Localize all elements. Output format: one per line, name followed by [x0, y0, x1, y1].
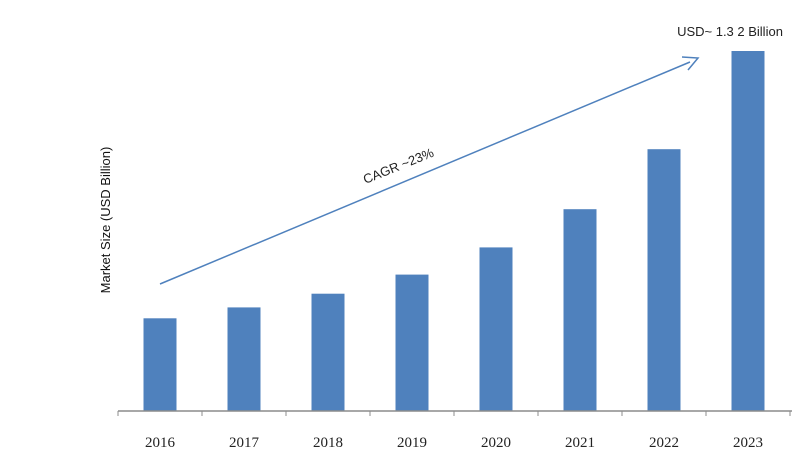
bar-2023 [731, 51, 765, 411]
bar-2021 [563, 209, 597, 411]
bars-group [143, 51, 765, 411]
cagr-arrow [159, 56, 700, 285]
bar-2022 [647, 149, 681, 411]
bar-2019 [395, 274, 429, 411]
x-tick-2022: 2022 [649, 435, 679, 451]
x-tick-2020: 2020 [481, 435, 511, 451]
x-tick-2018: 2018 [313, 435, 343, 451]
cagr-arrow-line [159, 61, 691, 285]
x-tick-2021: 2021 [565, 435, 595, 451]
bar-2018 [311, 293, 345, 411]
bar-2017 [227, 307, 261, 411]
y-axis-label: Market Size (USD Billion) [98, 147, 113, 294]
x-tick-2017: 2017 [229, 435, 260, 451]
top-value-label: USD~ 1.3 2 Billion [677, 24, 783, 39]
bar-2020 [479, 247, 513, 411]
cagr-arrow-head [681, 56, 700, 71]
x-tick-2023: 2023 [733, 435, 763, 451]
x-ticks-group: 2016 2017 2018 2019 2020 2021 2022 2023 [117, 411, 791, 451]
x-tick-2019: 2019 [397, 435, 427, 451]
x-tick-2016: 2016 [145, 435, 176, 451]
bar-2016 [143, 318, 177, 411]
cagr-label: CAGR ~23% [361, 145, 436, 187]
